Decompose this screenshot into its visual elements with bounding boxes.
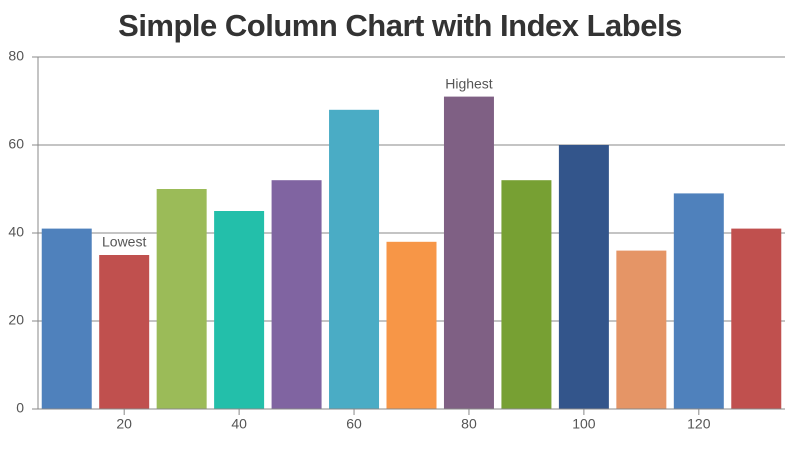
- bar: [99, 255, 150, 409]
- bar: [673, 193, 724, 409]
- bar: [271, 180, 322, 409]
- bar: [558, 145, 609, 409]
- y-tick-label: 40: [8, 224, 24, 240]
- bar: [329, 109, 380, 410]
- bar: [616, 250, 667, 409]
- bar: [386, 241, 437, 409]
- bar: [443, 96, 494, 409]
- x-tick-label: 60: [346, 416, 362, 432]
- x-tick-label: 40: [231, 416, 247, 432]
- bar: [731, 228, 782, 409]
- bar: [214, 211, 265, 409]
- y-tick-label: 60: [8, 136, 24, 152]
- index-label: Highest: [445, 75, 493, 91]
- x-tick-label: 100: [572, 416, 596, 432]
- y-tick-label: 80: [8, 48, 24, 64]
- bar: [156, 189, 207, 409]
- chart-title: Simple Column Chart with Index Labels: [118, 8, 682, 43]
- x-tick-label: 120: [687, 416, 711, 432]
- y-tick-label: 0: [16, 400, 24, 416]
- y-tick-label: 20: [8, 312, 24, 328]
- bar: [41, 228, 92, 409]
- x-tick-label: 20: [116, 416, 132, 432]
- index-label: Lowest: [102, 234, 146, 250]
- bar: [501, 180, 552, 409]
- x-tick-label: 80: [461, 416, 477, 432]
